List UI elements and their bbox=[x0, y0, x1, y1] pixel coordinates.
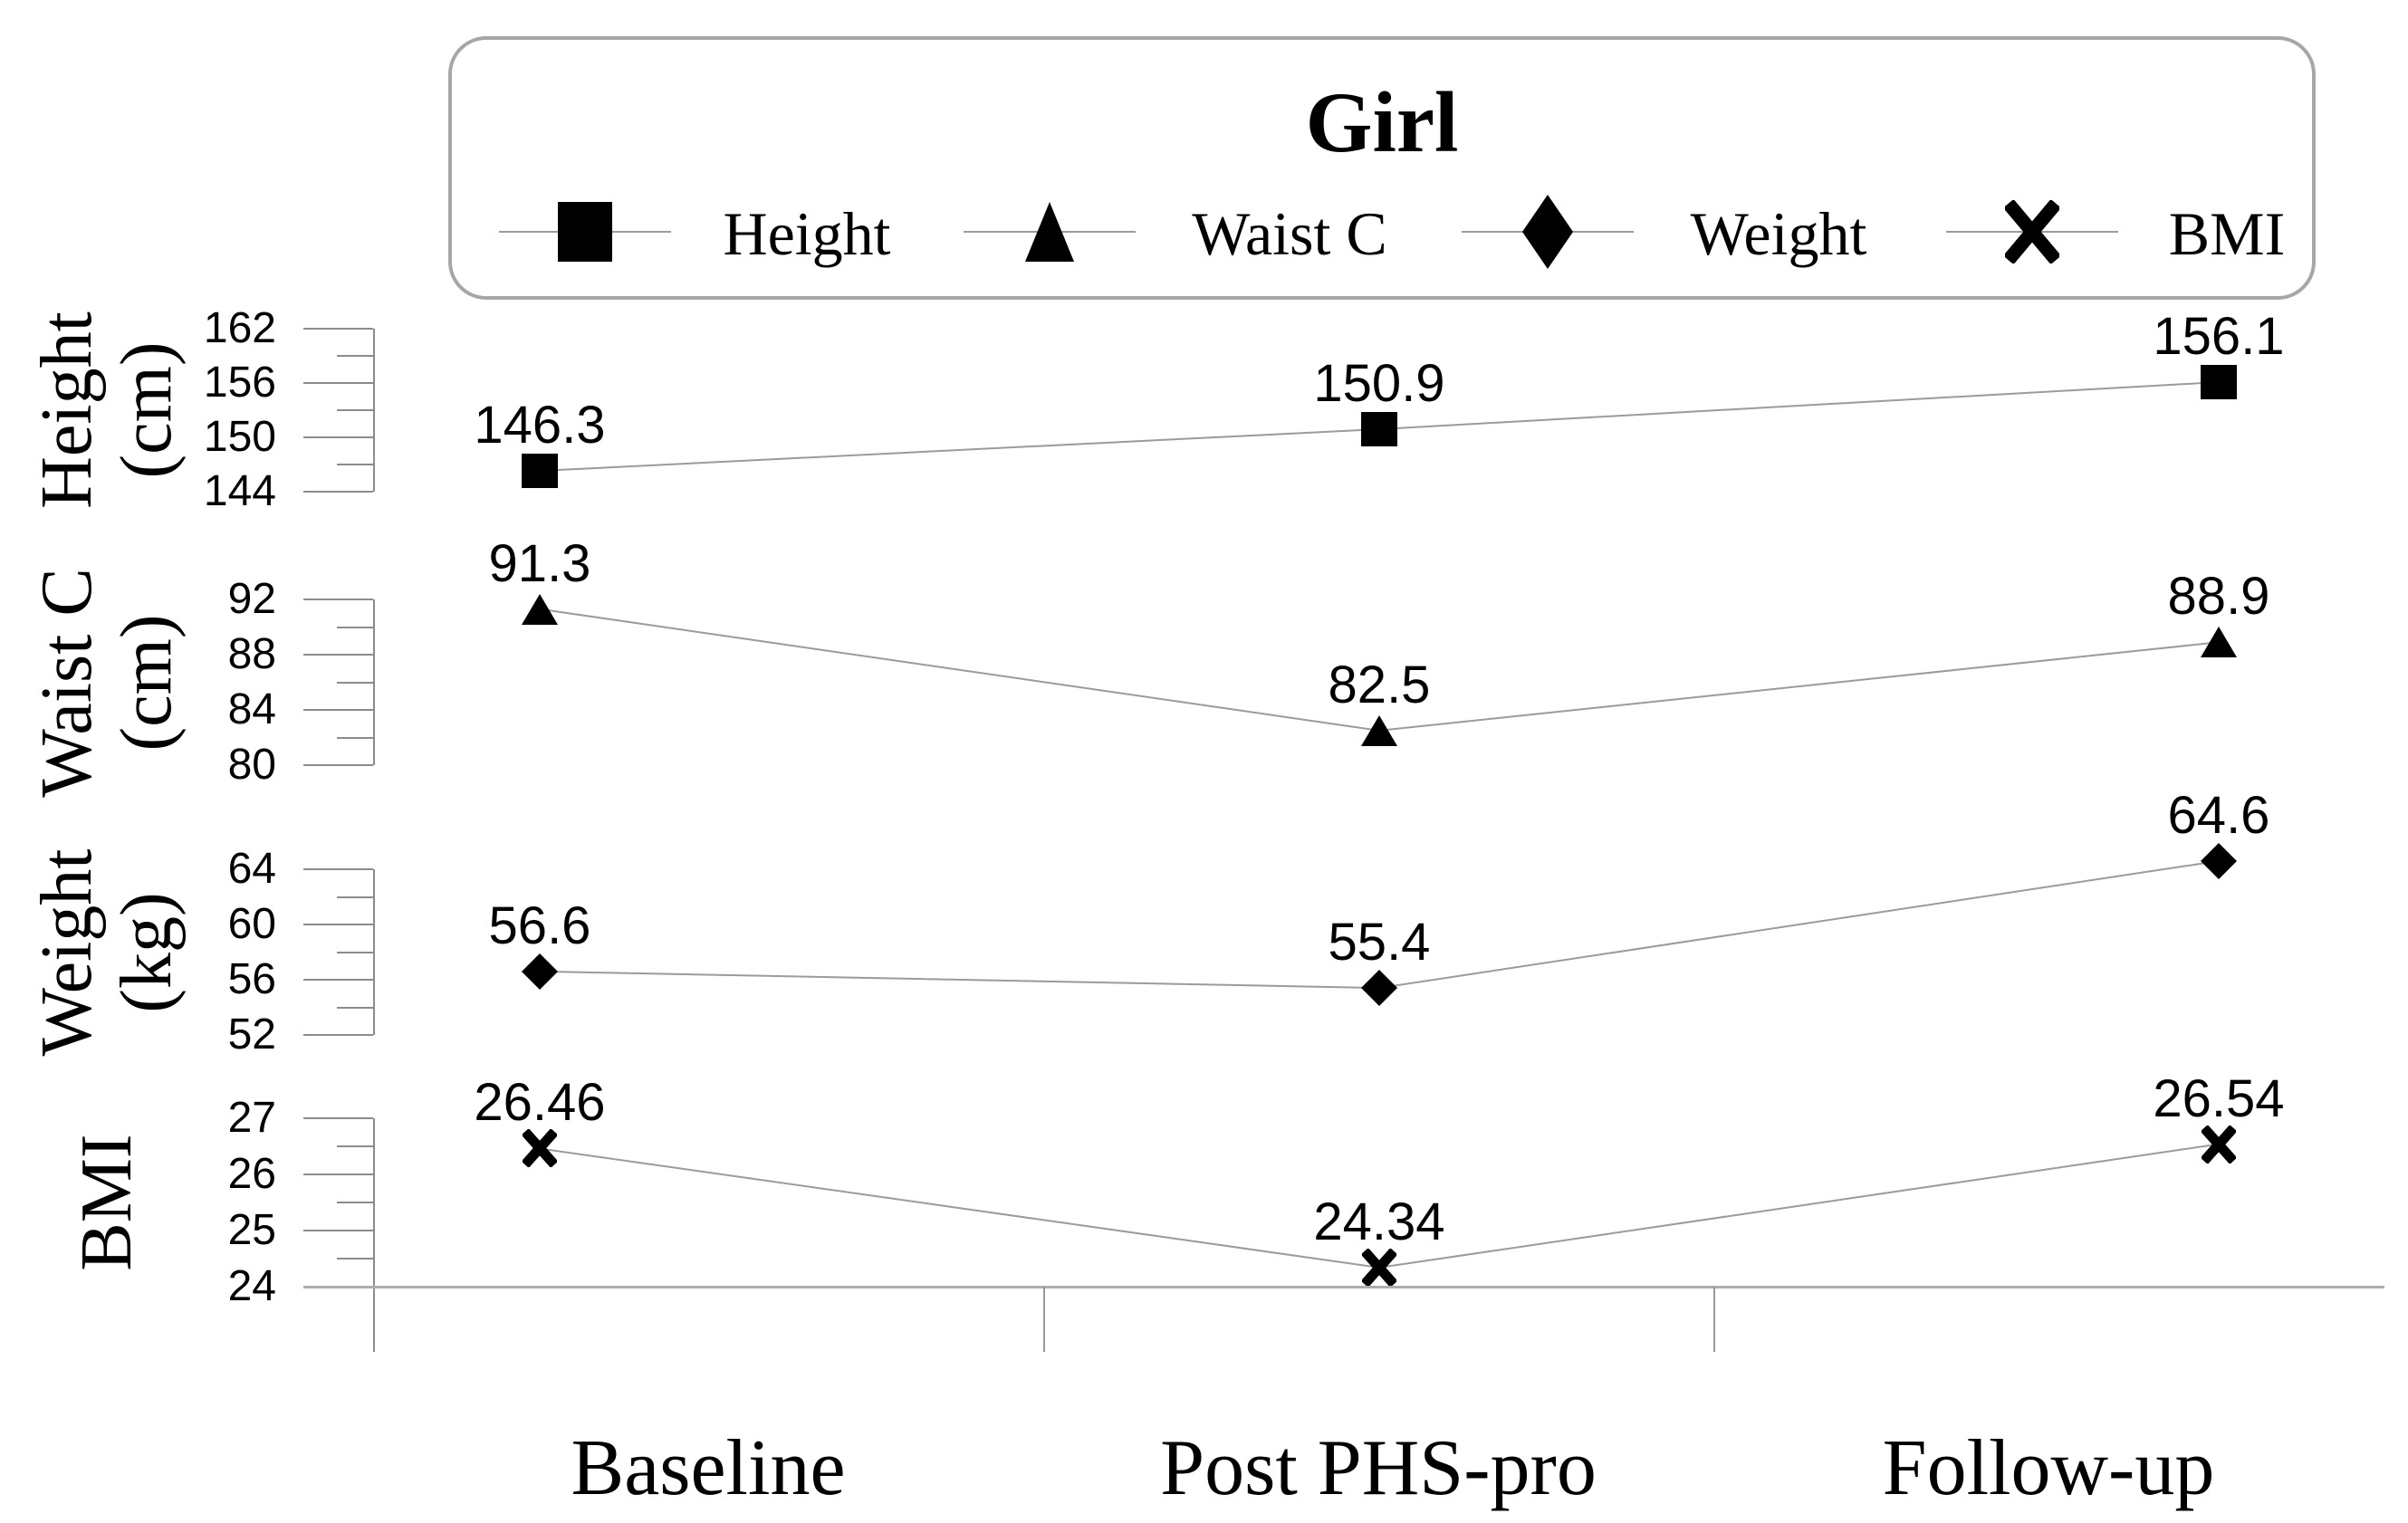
y-tick-label: 52 bbox=[227, 1011, 276, 1058]
y-major-tick bbox=[303, 709, 373, 711]
value-label-bmi-1: 24.34 bbox=[1313, 1192, 1445, 1251]
y-major-tick bbox=[303, 979, 373, 981]
data-point-bmi-0 bbox=[523, 1129, 557, 1168]
data-point-weight-1 bbox=[1361, 970, 1397, 1007]
y-minor-tick bbox=[337, 951, 373, 953]
y-axis-title-unit: (cm) bbox=[107, 341, 187, 479]
value-label-weight-0: 56.6 bbox=[488, 896, 591, 955]
category-label-baseline: Baseline bbox=[571, 1424, 846, 1512]
y-tick-label: 150 bbox=[203, 413, 276, 461]
y-minor-tick bbox=[337, 409, 373, 411]
square-marker-icon bbox=[558, 202, 612, 262]
y-major-tick bbox=[303, 868, 373, 870]
y-tick-label: 84 bbox=[227, 685, 276, 733]
value-label-height-2: 156.1 bbox=[2153, 307, 2285, 366]
y-axis-title-waist-c: Waist C (cm) bbox=[27, 568, 187, 798]
y-minor-tick bbox=[337, 896, 373, 898]
x-axis-boundary-tick bbox=[1043, 1287, 1045, 1352]
triangle-marker-icon bbox=[1025, 202, 1074, 262]
data-point-bmi-1 bbox=[1362, 1248, 1396, 1287]
y-major-tick bbox=[303, 654, 373, 656]
value-label-bmi-2: 26.54 bbox=[2153, 1068, 2285, 1128]
y-tick-label: 56 bbox=[227, 955, 276, 1003]
y-tick-label: 92 bbox=[227, 575, 276, 623]
x-axis-boundary-tick bbox=[1713, 1287, 1715, 1352]
diamond-marker-icon bbox=[1522, 195, 1573, 269]
y-axis-title-unit: (cm) bbox=[107, 614, 187, 752]
data-point-height-1 bbox=[1361, 412, 1397, 446]
y-tick-label: 25 bbox=[227, 1206, 276, 1254]
data-point-waist-c-0 bbox=[522, 593, 558, 625]
y-axis-title-name: BMI bbox=[67, 1134, 147, 1271]
y-minor-tick bbox=[337, 355, 373, 357]
y-major-tick bbox=[303, 1230, 373, 1231]
value-label-waist-c-1: 82.5 bbox=[1328, 655, 1431, 714]
data-point-bmi-2 bbox=[2202, 1125, 2236, 1164]
y-major-tick bbox=[303, 491, 373, 493]
y-tick-label: 88 bbox=[227, 630, 276, 678]
y-minor-tick bbox=[337, 736, 373, 739]
y-major-tick bbox=[303, 1173, 373, 1175]
category-label-follow-up: Follow-up bbox=[1882, 1424, 2215, 1512]
y-major-tick bbox=[303, 599, 373, 600]
legend-label-weight: Weight bbox=[1690, 199, 1867, 268]
y-axis-title-weight: Weight (kg) bbox=[27, 848, 187, 1056]
data-point-waist-c-1 bbox=[1361, 714, 1397, 746]
y-major-tick bbox=[303, 924, 373, 925]
x-marker-icon bbox=[2005, 200, 2059, 263]
value-label-waist-c-0: 91.3 bbox=[488, 533, 591, 593]
y-axis-title-name: Waist C bbox=[27, 567, 107, 798]
value-label-weight-2: 64.6 bbox=[2167, 785, 2270, 845]
y-axis-title-name: Weight bbox=[27, 848, 107, 1057]
y-axis-spine-height bbox=[373, 329, 375, 492]
y-tick-label: 64 bbox=[227, 845, 276, 893]
y-tick-label: 162 bbox=[203, 304, 276, 352]
y-axis-spine-weight bbox=[373, 869, 375, 1035]
y-tick-label: 144 bbox=[203, 467, 276, 515]
y-tick-label: 60 bbox=[227, 900, 276, 948]
y-major-tick bbox=[303, 328, 373, 330]
legend-box: Girl Height Waist C Weight BMI bbox=[448, 36, 2316, 300]
data-point-weight-0 bbox=[522, 953, 558, 990]
y-major-tick bbox=[303, 764, 373, 766]
value-label-waist-c-2: 88.9 bbox=[2167, 567, 2270, 627]
y-minor-tick bbox=[337, 1145, 373, 1147]
data-point-height-0 bbox=[522, 454, 558, 488]
data-point-height-2 bbox=[2201, 365, 2237, 399]
value-label-height-0: 146.3 bbox=[474, 396, 606, 455]
legend-title: Girl bbox=[1305, 74, 1459, 170]
y-axis-title-unit: (kg) bbox=[107, 891, 187, 1013]
y-axis-title-height: Height (cm) bbox=[27, 311, 187, 509]
data-point-waist-c-2 bbox=[2201, 627, 2237, 658]
y-minor-tick bbox=[337, 1258, 373, 1260]
value-label-bmi-0: 26.46 bbox=[474, 1073, 606, 1133]
y-tick-label: 24 bbox=[227, 1262, 276, 1310]
y-tick-label: 156 bbox=[203, 359, 276, 407]
y-axis-title-name: Height bbox=[27, 311, 107, 509]
y-major-tick bbox=[303, 382, 373, 384]
y-major-tick bbox=[303, 436, 373, 438]
legend-label-waist-c: Waist C bbox=[1192, 199, 1387, 268]
y-axis-spine-bmi bbox=[373, 1118, 375, 1352]
y-tick-label: 26 bbox=[227, 1150, 276, 1198]
y-axis-title-bmi: BMI bbox=[67, 1134, 147, 1270]
legend-label-bmi: BMI bbox=[2168, 199, 2286, 268]
legend-label-height: Height bbox=[723, 199, 891, 268]
y-minor-tick bbox=[337, 626, 373, 628]
y-minor-tick bbox=[337, 1202, 373, 1203]
y-minor-tick bbox=[337, 681, 373, 684]
value-label-height-1: 150.9 bbox=[1313, 354, 1445, 413]
y-major-tick bbox=[303, 1117, 373, 1119]
x-axis-line bbox=[303, 1286, 2384, 1288]
data-point-weight-2 bbox=[2201, 842, 2237, 879]
category-label-post-phs-pro: Post PHS-pro bbox=[1160, 1424, 1597, 1512]
y-minor-tick bbox=[337, 464, 373, 465]
y-axis-spine-waist-c bbox=[373, 599, 375, 765]
y-tick-label: 80 bbox=[227, 741, 276, 789]
value-label-weight-1: 55.4 bbox=[1328, 913, 1431, 972]
y-minor-tick bbox=[337, 1006, 373, 1009]
y-tick-label: 27 bbox=[227, 1094, 276, 1142]
y-major-tick bbox=[303, 1034, 373, 1036]
